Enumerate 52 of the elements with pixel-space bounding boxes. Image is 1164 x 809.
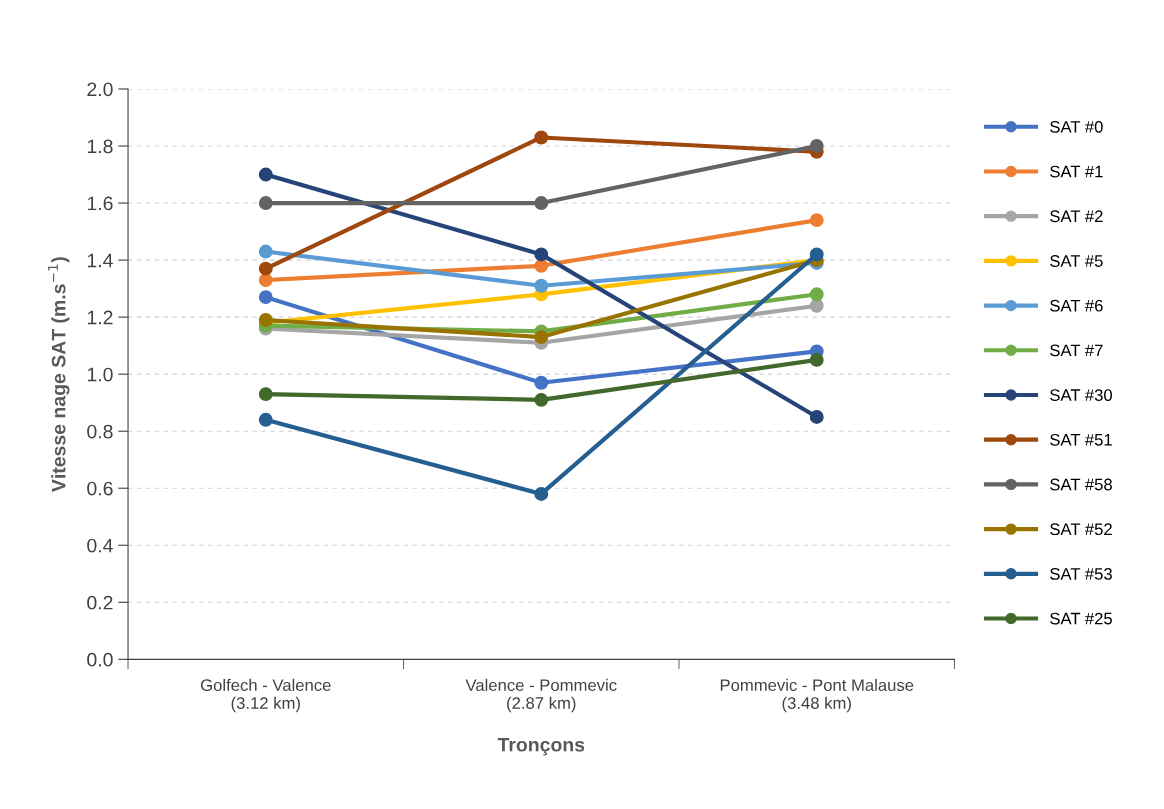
x-tick-label: Pommevic - Pont Malause (3.48 km) <box>720 678 914 713</box>
y-tick-label: 2.0 <box>87 82 113 97</box>
legend-label: SAT #7 <box>1050 344 1103 357</box>
x-tick-label: Golfech - Valence (3.12 km) <box>201 678 331 713</box>
point <box>534 375 549 390</box>
point <box>809 139 824 153</box>
y-tick-label: 0.6 <box>87 481 113 496</box>
y-tick-label: 0.0 <box>87 652 113 667</box>
point <box>809 409 824 424</box>
point <box>809 298 824 313</box>
x-tick-label: Valence - Pommevic (2.87 km) <box>465 678 617 713</box>
point <box>258 412 273 427</box>
y-tick-label: 1.2 <box>87 310 113 325</box>
legend-label: SAT #1 <box>1050 165 1103 178</box>
y-axis-title: Vitesse nage SAT (m.s$^{−1}$) <box>47 257 70 492</box>
point <box>258 273 273 288</box>
point <box>534 278 549 293</box>
point <box>809 287 824 302</box>
point <box>534 330 549 345</box>
legend-label: SAT #5 <box>1050 255 1103 267</box>
legend-label: SAT #0 <box>1050 120 1103 133</box>
legend-label: SAT #58 <box>1050 478 1112 491</box>
x-axis-title: Tronçons <box>497 737 585 756</box>
point <box>258 167 273 182</box>
legend-label: SAT #30 <box>1050 389 1113 401</box>
y-tick-label: 0.8 <box>87 424 113 439</box>
legend-label: SAT #53 <box>1050 568 1112 580</box>
point <box>534 130 549 145</box>
legend-label: SAT #2 <box>1050 210 1103 223</box>
legend-label: SAT #52 <box>1050 523 1112 536</box>
y-tick-label: 0.2 <box>87 595 113 610</box>
point <box>258 196 273 211</box>
point <box>809 213 824 228</box>
y-tick-label: 0.4 <box>87 538 113 553</box>
point <box>534 196 549 211</box>
point <box>258 261 273 276</box>
y-tick-label: 1.8 <box>87 139 113 154</box>
point <box>534 247 549 262</box>
y-tick-label: 1.4 <box>87 253 113 268</box>
point <box>809 352 824 367</box>
point <box>809 247 824 262</box>
legend-label: SAT #6 <box>1050 299 1103 312</box>
legend-label: SAT #51 <box>1050 433 1112 446</box>
point <box>258 290 273 305</box>
point <box>534 392 549 407</box>
point <box>534 486 549 501</box>
point <box>258 387 273 402</box>
legend-label: SAT #25 <box>1050 612 1112 625</box>
point <box>534 258 549 273</box>
y-tick-label: 1.6 <box>87 196 113 211</box>
point <box>258 244 273 259</box>
y-tick-label: 1.0 <box>87 367 113 382</box>
